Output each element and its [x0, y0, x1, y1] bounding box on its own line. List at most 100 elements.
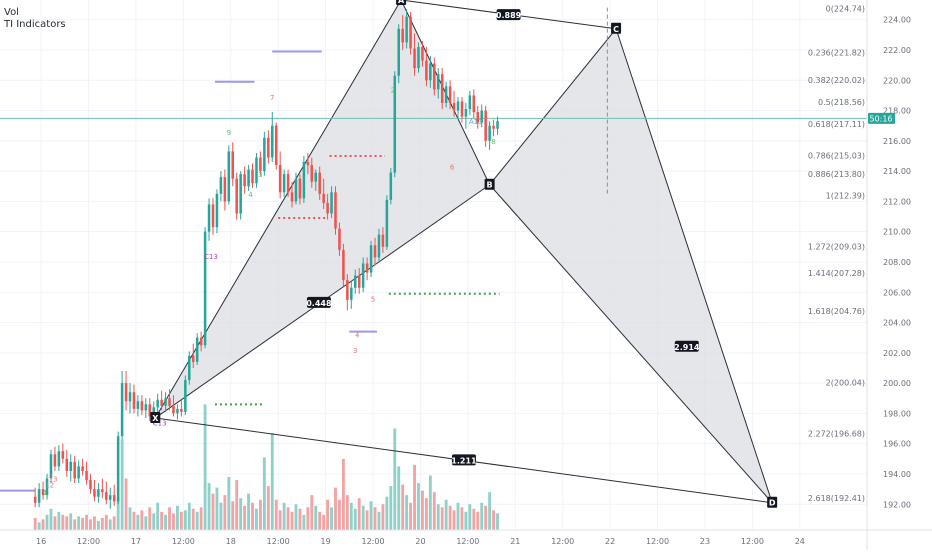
- volume-bar: [480, 502, 484, 530]
- pivot-label-bg: [484, 178, 495, 190]
- pattern-labels: 0(224.74) 0.236(221.82) 0.382(220.02) 0.5(2…: [150, 0, 865, 508]
- td-count-label: 4: [248, 191, 253, 199]
- candle-body: [128, 392, 132, 402]
- candle-body: [33, 496, 37, 503]
- td-count-label: 6: [450, 164, 455, 172]
- fib-level-label: 2.618(192.41): [808, 494, 865, 503]
- candle-body: [322, 193, 325, 203]
- price-tick-label: 214.00: [883, 167, 911, 176]
- volume-bar: [413, 464, 416, 530]
- volume-bar: [120, 439, 124, 530]
- price-tick-label: 216.00: [883, 137, 911, 146]
- candle-body: [69, 461, 72, 471]
- volume-bar: [124, 478, 128, 530]
- volume-bar: [183, 510, 187, 530]
- candle-body: [85, 470, 88, 481]
- candle-body: [488, 125, 491, 141]
- candle-body: [207, 204, 211, 232]
- candle-body: [338, 228, 341, 250]
- current-price-tag-text: 50:16: [869, 114, 892, 123]
- candle-body: [342, 249, 345, 281]
- fib-level-label: 1(212.39): [826, 191, 865, 200]
- td-count-label: 1: [43, 489, 47, 497]
- volume-bar: [128, 507, 132, 530]
- price-tick-label: 202.00: [883, 349, 911, 358]
- time-axis[interactable]: 16 12:00 17 12:00 18 12:00 19 12:00 20 12:00 21 12:…: [36, 537, 805, 546]
- pivot-label-bg: [611, 22, 622, 34]
- candle-body: [81, 466, 84, 471]
- volume-bar: [140, 510, 144, 530]
- fib-level-label: 0(224.74): [826, 4, 865, 13]
- price-tick-label: 212.00: [883, 197, 911, 206]
- volume-bar: [223, 495, 227, 530]
- candle-body: [401, 28, 404, 43]
- candle-body: [480, 110, 483, 123]
- volume-bar: [65, 516, 69, 530]
- legend: Vol TI Indicators: [3, 7, 66, 30]
- candle-body: [132, 392, 136, 409]
- candle-body: [203, 231, 207, 346]
- candle-body: [385, 199, 389, 247]
- legend-vol[interactable]: Vol: [4, 7, 19, 18]
- candle-body: [77, 466, 80, 479]
- price-tick-label: 210.00: [883, 228, 911, 237]
- time-tick-label: 24: [795, 537, 805, 546]
- volume-bar: [496, 513, 499, 530]
- volume-bar: [338, 499, 341, 530]
- ratio-label-bg: [674, 340, 699, 352]
- fib-level-label: 1.272(209.03): [808, 242, 865, 251]
- volume-bar: [424, 498, 428, 530]
- volume-bar: [203, 404, 207, 530]
- volume-bar: [191, 508, 195, 530]
- candle-body: [160, 399, 163, 406]
- volume-bar: [298, 508, 302, 530]
- volume-bar: [231, 501, 235, 530]
- candle-body: [425, 60, 428, 81]
- volume-bar: [421, 490, 424, 530]
- candle-body: [448, 86, 452, 103]
- candle-body: [433, 63, 436, 90]
- volume-bar: [219, 502, 223, 530]
- volume-bar: [258, 499, 262, 530]
- volume-bar: [326, 499, 330, 530]
- volume-bar: [251, 502, 254, 530]
- volume-bar: [108, 519, 112, 530]
- volume-bar: [294, 504, 298, 530]
- candle-body: [164, 398, 167, 406]
- candle-body: [421, 46, 424, 61]
- pivot-label-c: C: [613, 25, 619, 34]
- candle-body: [290, 192, 294, 202]
- candle-body: [37, 489, 41, 503]
- price-axis[interactable]: 192.00 194.00 196.00 198.00 200.00 202.00 204.…: [883, 16, 911, 510]
- candle-body: [460, 101, 464, 117]
- candle-body: [101, 489, 104, 493]
- volume-bar: [286, 507, 290, 530]
- candle-body: [223, 177, 227, 202]
- volume-bar: [136, 514, 140, 530]
- volume-bar: [132, 511, 136, 530]
- candle-body: [235, 178, 238, 214]
- volume-bar: [195, 511, 199, 530]
- price-tick-label: 208.00: [883, 258, 911, 267]
- ratio-label-bg: [496, 9, 521, 21]
- legend-ti-indicators[interactable]: TI Indicators: [3, 19, 66, 30]
- time-tick-label: 12:00: [362, 537, 385, 546]
- volume-bar: [357, 498, 361, 530]
- volume-bar: [365, 510, 369, 530]
- volume-bar: [77, 516, 81, 530]
- candle-body: [180, 408, 183, 412]
- candle-body: [136, 401, 140, 409]
- volume-bar: [41, 519, 45, 530]
- price-tick-label: 222.00: [883, 46, 911, 55]
- candle-body: [357, 275, 361, 288]
- candle-body: [302, 162, 306, 199]
- volume-bar: [160, 511, 164, 530]
- candle-body: [255, 157, 258, 184]
- pivot-label-b: B: [487, 181, 493, 190]
- candle-body: [310, 165, 314, 182]
- volume-bar: [57, 511, 61, 530]
- volume-bar: [100, 517, 104, 530]
